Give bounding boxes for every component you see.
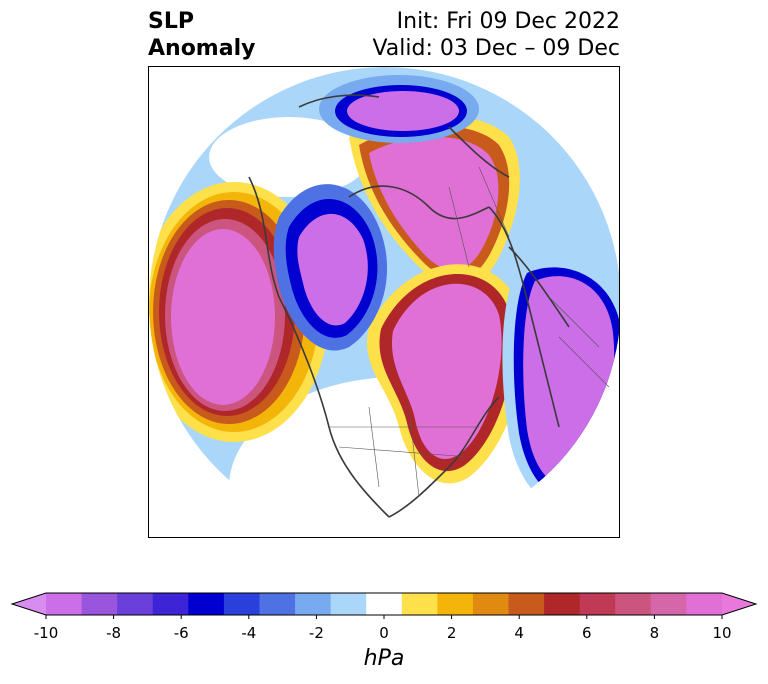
colorbar-bin	[401, 593, 438, 615]
colorbar-tick-label: -6	[173, 624, 189, 642]
colorbar-bin	[650, 593, 687, 615]
title-dates: Init: Fri 09 Dec 2022 Valid: 03 Dec – 09…	[372, 8, 620, 62]
colorbar-tick-label: -4	[241, 624, 257, 642]
colorbar-bin	[508, 593, 545, 615]
western-canada-negative-anomaly	[273, 184, 388, 351]
title-line-2: Anomaly	[148, 36, 256, 61]
colorbar-bin	[330, 593, 367, 615]
colorbar-tick-label: 8	[649, 624, 660, 642]
polar-map	[148, 66, 620, 538]
colorbar	[10, 592, 758, 619]
map-canvas	[149, 67, 619, 537]
valid-range: Valid: 03 Dec – 09 Dec	[372, 36, 620, 61]
colorbar-bin	[81, 593, 118, 615]
colorbar-bin	[437, 593, 474, 615]
colorbar-tick-label: 0	[379, 624, 389, 642]
init-date: Init: Fri 09 Dec 2022	[396, 9, 620, 34]
barents-negative-anomaly	[319, 75, 479, 143]
colorbar-bin	[579, 593, 616, 615]
colorbar-tick-label: 6	[582, 624, 592, 642]
title-line-1: SLP	[148, 9, 194, 34]
colorbar-tick-label: 2	[446, 624, 457, 642]
colorbar-bin	[46, 593, 83, 615]
colorbar-bin	[686, 593, 723, 615]
colorbar-tick-label: 4	[514, 624, 524, 642]
colorbar-overflow	[722, 593, 756, 615]
colorbar-bin	[366, 593, 403, 615]
colorbar-bin	[295, 593, 332, 615]
colorbar-unit-label: hPa	[363, 646, 405, 671]
colorbar-bin	[472, 593, 510, 615]
anomaly-field	[149, 67, 619, 537]
colorbar-bin	[615, 593, 652, 615]
title-variable: SLP Anomaly	[148, 8, 255, 62]
borders	[329, 166, 610, 498]
colorbar-tick-label: -2	[308, 624, 324, 642]
arctic-positive-anomaly	[349, 114, 520, 289]
colorbar-bin	[117, 593, 154, 615]
colorbar-bin	[188, 593, 225, 615]
colorbar-bin	[223, 593, 260, 615]
colorbar-tick-label: -10	[33, 624, 59, 642]
colorbar-tick-label: -8	[106, 624, 122, 642]
colorbar-bin	[152, 593, 189, 615]
colorbar-underflow	[12, 593, 46, 615]
colorbar-bin	[544, 593, 581, 615]
colorbar-bin	[259, 593, 296, 615]
colorbar-tick-label: 10	[712, 624, 732, 642]
coastlines	[248, 94, 570, 518]
